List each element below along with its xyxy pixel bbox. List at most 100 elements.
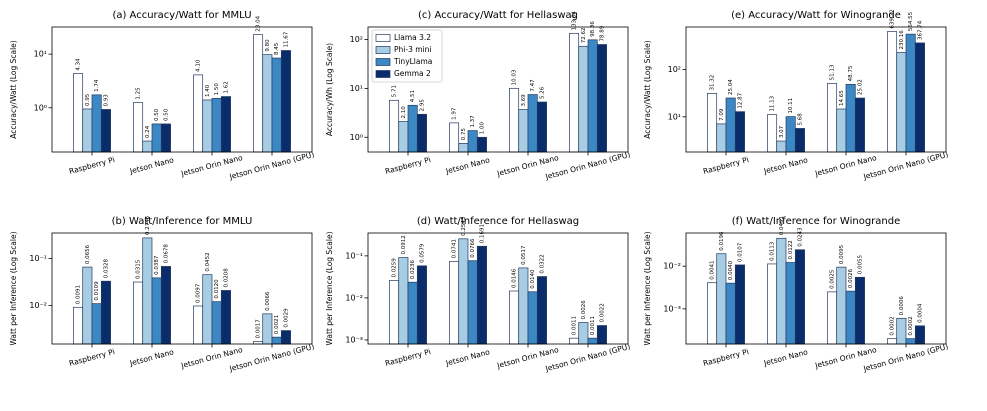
data-label: 0.24 xyxy=(145,125,151,138)
bar xyxy=(716,253,727,345)
bar xyxy=(220,290,231,345)
data-label: 3.69 xyxy=(521,94,527,107)
y-tick-label: 10⁻¹ xyxy=(29,254,47,263)
data-label: 0.0387 xyxy=(154,255,160,275)
data-label: 48.75 xyxy=(848,65,854,81)
data-label: 14.65 xyxy=(839,90,845,106)
bar xyxy=(776,140,787,153)
data-label: 7.09 xyxy=(719,108,725,121)
bar xyxy=(398,257,409,345)
axes-frame xyxy=(367,232,629,345)
data-label: 1.62 xyxy=(223,81,229,93)
bar xyxy=(91,94,102,153)
bar xyxy=(407,281,418,345)
data-label: 0.0017 xyxy=(256,319,262,339)
data-label: 1.97 xyxy=(452,107,458,120)
bar xyxy=(476,245,487,345)
bar xyxy=(734,264,745,345)
panel-title: (f) Watt/Inference for Winogrande xyxy=(732,216,901,227)
bar xyxy=(262,313,273,345)
bar xyxy=(518,109,529,153)
data-label: 11.67 xyxy=(283,31,289,47)
data-label: 10.03 xyxy=(512,69,518,85)
panel-title: (a) Accuracy/Watt for MMLU xyxy=(112,10,251,21)
bar xyxy=(467,260,478,345)
data-label: 8.45 xyxy=(274,42,280,55)
bar xyxy=(914,42,925,153)
bar xyxy=(707,93,718,153)
data-label: 0.0315 xyxy=(136,259,142,279)
bar xyxy=(854,97,865,153)
data-label: 0.0095 xyxy=(839,244,845,264)
bar xyxy=(725,97,736,153)
axes-frame xyxy=(367,26,629,153)
bar xyxy=(845,84,856,153)
bar xyxy=(271,336,282,345)
data-label: 0.0025 xyxy=(830,269,836,289)
x-tick-label: Jetson Nano xyxy=(762,347,809,368)
data-label: 230.16 xyxy=(899,30,905,50)
legend-swatch xyxy=(375,70,391,78)
y-axis-label: Watt per Inference (Log Scale) xyxy=(325,231,334,345)
bar xyxy=(262,54,273,153)
data-label: 4.10 xyxy=(196,59,202,72)
bar xyxy=(527,94,538,153)
data-label: 0.0011 xyxy=(590,316,596,335)
data-label: 0.0122 xyxy=(788,240,794,259)
bar xyxy=(467,130,478,153)
data-label: 2.95 xyxy=(419,99,425,112)
bar xyxy=(836,266,847,345)
legend-swatch xyxy=(375,34,391,42)
data-label: 0.0113 xyxy=(770,241,776,261)
data-label: 1.74 xyxy=(94,79,100,92)
bar xyxy=(280,50,291,153)
data-label: 0.0678 xyxy=(163,244,169,264)
data-label: 0.0097 xyxy=(196,283,202,303)
bar xyxy=(725,282,736,345)
bar xyxy=(587,39,598,153)
bar xyxy=(211,301,222,345)
data-label: 0.0766 xyxy=(470,238,476,258)
bar xyxy=(794,128,805,153)
bar xyxy=(73,306,84,345)
data-label: 23.04 xyxy=(256,15,262,31)
y-tick-label: 10⁻³ xyxy=(345,335,363,344)
y-tick-label: 10¹ xyxy=(350,84,363,93)
bar xyxy=(142,237,153,345)
bar xyxy=(827,291,838,345)
x-tick-label: Jetson Nano xyxy=(444,155,491,176)
bar xyxy=(193,305,204,345)
data-label: 564.55 xyxy=(908,11,914,31)
data-label: 1.40 xyxy=(205,84,211,97)
bar xyxy=(845,290,856,345)
x-tick-label: Jetson Nano xyxy=(128,347,175,368)
data-label: 0.0040 xyxy=(728,260,734,280)
bar xyxy=(914,325,925,345)
data-label: 0.0066 xyxy=(265,291,271,311)
bar xyxy=(578,322,589,345)
data-label: 0.0236 xyxy=(410,259,416,279)
bar xyxy=(767,114,778,153)
bar xyxy=(389,280,400,345)
bar xyxy=(416,265,427,345)
data-label: 0.0026 xyxy=(848,268,854,288)
y-tick-label: 10⁻³ xyxy=(663,304,681,313)
y-tick-label: 10¹ xyxy=(34,50,47,59)
axes-frame xyxy=(685,232,947,345)
bar xyxy=(160,123,171,153)
bar xyxy=(527,291,538,345)
data-label: 5.68 xyxy=(797,113,803,126)
data-label: 51.13 xyxy=(830,64,836,80)
bar xyxy=(151,277,162,345)
bar xyxy=(151,123,162,153)
legend-swatch xyxy=(375,58,391,66)
data-label: 25.04 xyxy=(728,79,734,95)
axes-frame xyxy=(51,26,313,153)
bar xyxy=(578,45,589,153)
data-label: 0.0109 xyxy=(94,281,100,301)
bar xyxy=(82,266,93,345)
bar xyxy=(449,122,460,153)
data-label: 0.0741 xyxy=(452,239,458,258)
data-label: 0.75 xyxy=(461,128,467,141)
bar xyxy=(734,111,745,153)
